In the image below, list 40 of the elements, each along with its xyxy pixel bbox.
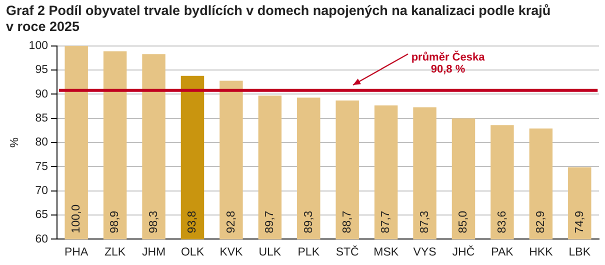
x-tick-label: PAK <box>491 246 514 258</box>
x-tick-label: VYS <box>413 246 437 258</box>
data-label: 93,8 <box>186 210 199 234</box>
y-tick-label: 90 <box>35 88 48 100</box>
chart-title: Graf 2 Podíl obyvatel trvale bydlících v domech napojených na kanalizaci podle krajů v roce 2025 <box>6 3 551 35</box>
y-tick-label: 60 <box>35 233 48 246</box>
data-label: 85,0 <box>458 210 470 234</box>
y-tick-label: 100 <box>28 40 48 52</box>
data-label: 92,8 <box>225 210 238 234</box>
data-label: 87,3 <box>418 210 431 234</box>
x-tick-label: STČ <box>336 244 359 258</box>
x-tick-label: MSK <box>374 246 399 258</box>
data-label: 98,3 <box>148 210 160 234</box>
x-tick-label: PHA <box>64 246 88 258</box>
data-label: 89,3 <box>302 210 315 234</box>
x-tick-label: PLK <box>298 246 320 258</box>
x-tick-label: HKK <box>529 246 554 258</box>
data-label: 87,7 <box>380 210 392 234</box>
x-tick-label: LBK <box>568 246 591 258</box>
x-tick-label: ZLK <box>104 246 126 258</box>
data-label: 100,0 <box>70 204 83 234</box>
x-tick-label: JHM <box>142 246 166 258</box>
y-tick-label: 85 <box>35 112 48 125</box>
y-tick-label: 70 <box>35 185 48 198</box>
x-tick-label: JHČ <box>452 244 475 258</box>
data-label: 98,9 <box>109 210 122 234</box>
y-tick-label: 65 <box>35 209 48 222</box>
y-tick-label: 80 <box>35 136 48 149</box>
x-tick-label: ULK <box>258 246 282 258</box>
ref-line-label: průměr Česka 90,8 % <box>411 50 486 76</box>
y-tick-label: 95 <box>35 64 48 76</box>
data-label: 88,7 <box>342 210 354 234</box>
y-axis-title: % <box>9 137 22 148</box>
data-label: 89,7 <box>264 210 276 234</box>
y-tick-label: 75 <box>35 160 48 173</box>
data-label: 74,9 <box>574 210 586 234</box>
data-label: 82,9 <box>535 210 548 234</box>
x-tick-label: OLK <box>180 246 204 258</box>
data-label: 83,6 <box>496 210 508 234</box>
x-tick-label: KVK <box>220 246 244 258</box>
